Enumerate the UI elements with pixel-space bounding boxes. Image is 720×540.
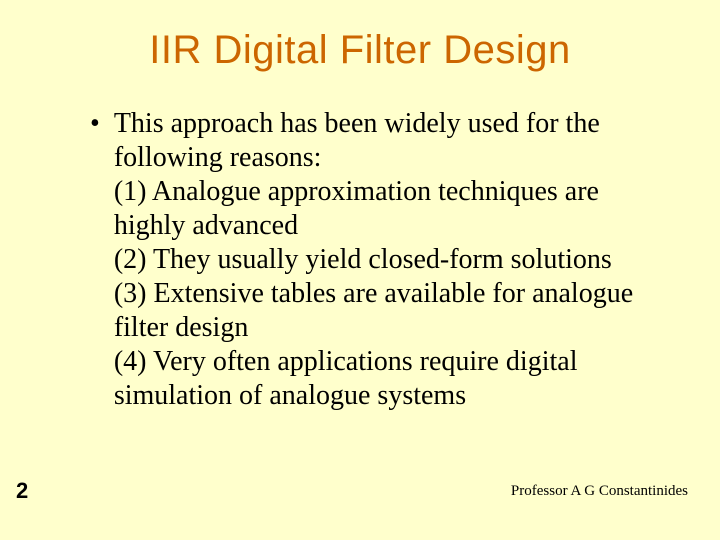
slide: IIR Digital Filter Design • This approac… [0,0,720,540]
reason-1: (1) Analogue approximation techniques ar… [114,176,599,241]
body-area: • This approach has been widely used for… [60,107,660,413]
footer-author: Professor A G Constantinides [511,483,688,500]
intro-text: This approach has been widely used for t… [114,108,600,173]
reason-2: (2) They usually yield closed-form solut… [114,244,612,275]
reason-4: (4) Very often applications require digi… [114,346,578,411]
page-number: 2 [16,478,28,504]
bullet-text-block: This approach has been widely used for t… [114,107,660,413]
bullet-dot: • [90,107,100,141]
reason-3: (3) Extensive tables are available for a… [114,278,633,343]
slide-title: IIR Digital Filter Design [60,28,660,73]
bullet-item: • This approach has been widely used for… [90,107,660,413]
